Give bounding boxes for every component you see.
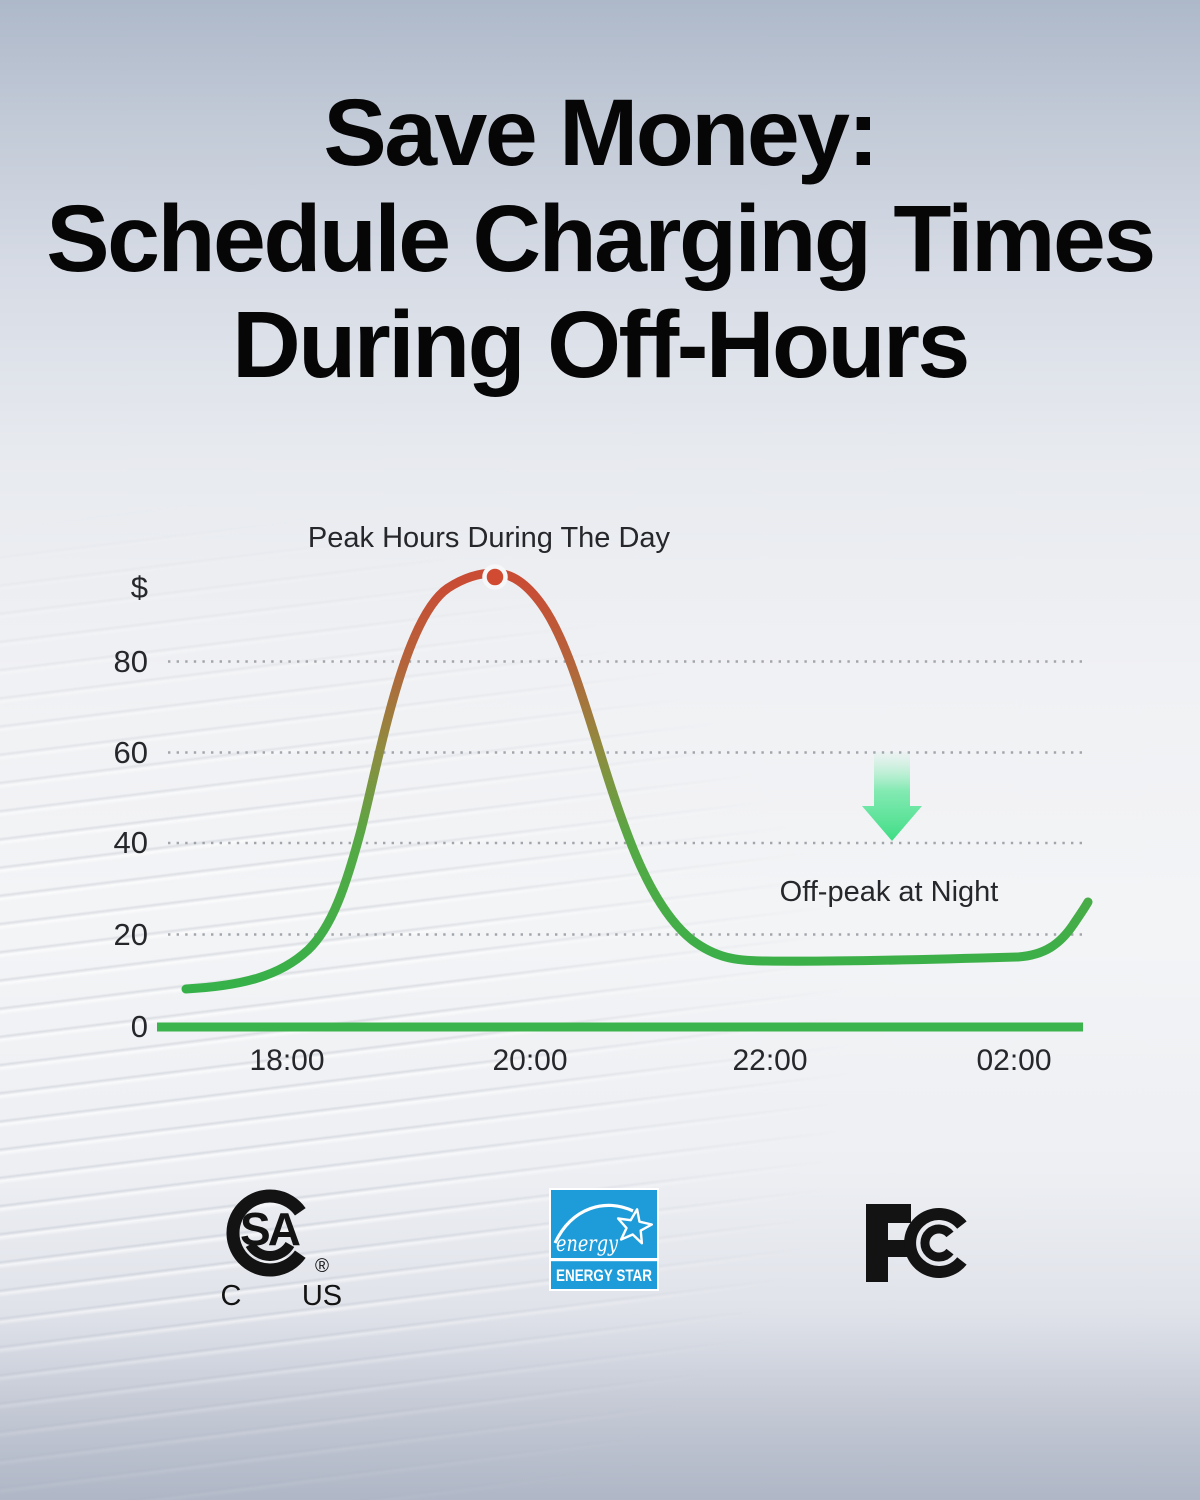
- title-line-1: Save Money:: [323, 80, 879, 186]
- title-line-2: Schedule Charging Times: [46, 186, 1156, 292]
- ytick-20: 20: [113, 917, 148, 952]
- ytick-40: 40: [113, 825, 148, 860]
- annotation-off-peak: Off-peak at Night: [779, 876, 999, 908]
- csa-monogram: SA: [240, 1203, 300, 1255]
- xtick-02-00: 02:00: [976, 1044, 1052, 1077]
- y-axis-unit-label: $: [130, 570, 148, 605]
- annotation-peak-hours: Peak Hours During The Day: [307, 522, 671, 554]
- csa-us-label: US: [302, 1280, 342, 1312]
- ytick-0: 0: [130, 1009, 148, 1044]
- csa-registered-mark: ®: [315, 1256, 329, 1277]
- fcc-inner-c: [920, 1224, 954, 1262]
- xtick-22-00: 22:00: [732, 1044, 808, 1077]
- energy-star-divider: [551, 1258, 657, 1262]
- energy-star-star-icon: [616, 1208, 653, 1245]
- fcc-outer-c: [904, 1208, 967, 1278]
- energy-star-label: ENERGY STAR: [556, 1267, 652, 1285]
- fcc-f-mid-bar: [866, 1240, 907, 1257]
- fcc-logo: [866, 1204, 967, 1282]
- csa-inner-c: [245, 1241, 295, 1261]
- price-curve: [181, 568, 1093, 994]
- csa-c-ring: [226, 1189, 306, 1277]
- energy-star-arc: [553, 1203, 634, 1244]
- background-bottom-shade: [0, 1310, 1200, 1500]
- ytick-80: 80: [113, 644, 148, 679]
- title-line-3: During Off-Hours: [232, 292, 970, 398]
- down-arrow-icon: [862, 752, 922, 841]
- xtick-20-00: 20:00: [492, 1044, 568, 1077]
- xtick-18-00: 18:00: [249, 1044, 325, 1077]
- csa-logo: SA ® C US: [221, 1189, 342, 1312]
- csa-c-label: C: [221, 1280, 242, 1312]
- fcc-f-top-bar: [866, 1204, 911, 1223]
- peak-marker-dot: [482, 564, 508, 590]
- energy-star-script: energy: [556, 1232, 618, 1257]
- page-title: Save Money: Schedule Charging Times Duri…: [0, 80, 1200, 398]
- ytick-60: 60: [113, 735, 148, 770]
- energy-star-logo: energy ENERGY STAR: [549, 1188, 659, 1291]
